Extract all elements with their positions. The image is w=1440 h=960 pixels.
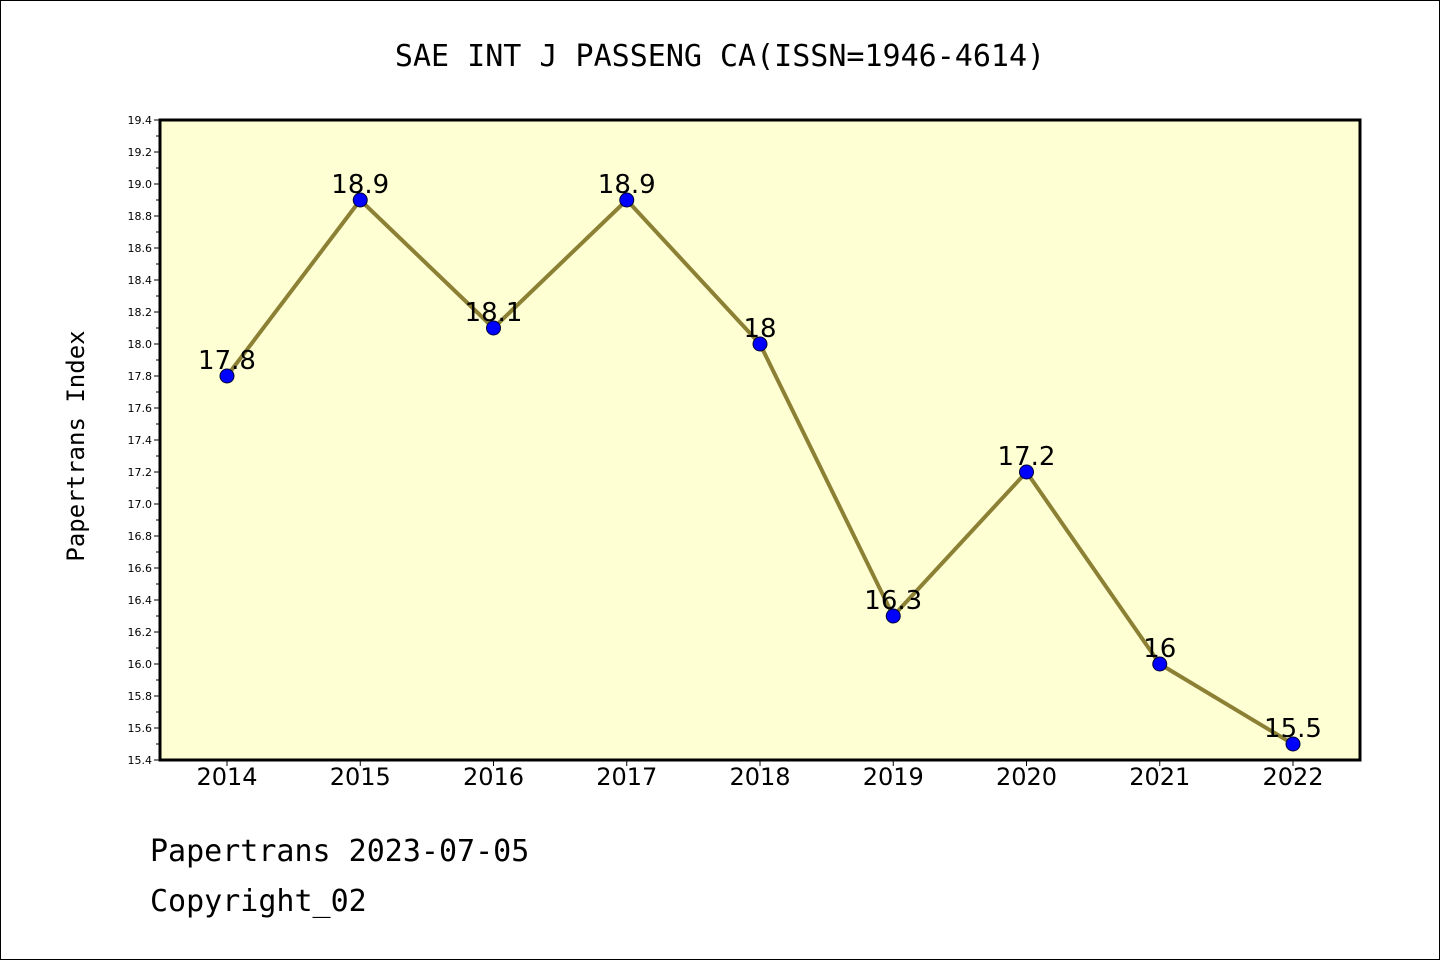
data-series: 17.8 18.9 18.1 18.9 18 16.3 17.2 16 15.5 <box>198 170 1322 752</box>
y-tick-label: 18.4 <box>128 274 153 287</box>
y-tick-label: 16.8 <box>128 530 153 543</box>
x-tick-label: 2022 <box>1262 763 1323 791</box>
y-tick-label: 16.4 <box>128 594 153 607</box>
y-tick-label: 17.8 <box>128 370 153 383</box>
y-axis-label: Papertrans Index <box>62 330 90 561</box>
data-point <box>486 320 501 336</box>
y-tick-label: 17.6 <box>128 402 153 415</box>
data-point <box>752 336 768 352</box>
y-tick-label: 16.2 <box>128 626 153 639</box>
data-label: 18.9 <box>598 170 656 200</box>
data-label: 17.2 <box>998 442 1056 472</box>
data-label: 17.8 <box>198 346 256 376</box>
data-label: 16 <box>1143 634 1176 664</box>
data-label: 15.5 <box>1264 714 1322 744</box>
data-label: 18.9 <box>331 170 389 200</box>
y-tick-label: 17.0 <box>128 498 153 511</box>
x-tick-label: 2021 <box>1129 763 1190 791</box>
plot-area <box>160 120 1360 760</box>
y-tick-label: 19.4 <box>128 114 153 127</box>
y-tick-label: 15.8 <box>128 690 153 703</box>
y-tick-label: 16.6 <box>128 562 153 575</box>
y-tick-label: 18.2 <box>128 306 153 319</box>
y-tick-label: 18.8 <box>128 210 153 223</box>
axis-ticks: 15.4 15.6 15.8 16.0 16.2 16.4 16.6 16.8 17.0 17.2… <box>128 114 1324 791</box>
chart-title: SAE INT J PASSENG CA(ISSN=1946-4614) <box>395 39 1045 74</box>
y-tick-label: 18.0 <box>128 338 153 351</box>
y-tick-label: 17.2 <box>128 466 153 479</box>
y-tick-label: 18.6 <box>128 242 153 255</box>
data-point <box>219 368 235 384</box>
y-tick-label: 15.6 <box>128 722 153 735</box>
x-tick-label: 2016 <box>463 763 524 791</box>
footer-copyright: Copyright_02 <box>150 884 367 919</box>
x-tick-label: 2017 <box>596 763 657 791</box>
y-tick-label: 19.2 <box>128 146 153 159</box>
x-tick-label: 2019 <box>863 763 924 791</box>
data-point <box>885 608 901 624</box>
y-tick-label: 15.4 <box>128 754 153 767</box>
y-tick-label: 17.4 <box>128 434 153 447</box>
x-tick-label: 2014 <box>196 763 257 791</box>
data-point <box>1285 736 1301 752</box>
data-point <box>1019 464 1034 480</box>
footer-date: Papertrans 2023-07-05 <box>150 834 530 869</box>
data-point <box>1152 656 1168 672</box>
x-tick-label: 2020 <box>996 763 1057 791</box>
plot-border <box>158 118 1362 762</box>
x-tick-label: 2015 <box>330 763 391 791</box>
x-tick-label: 2018 <box>729 763 790 791</box>
data-label: 16.3 <box>864 586 922 616</box>
data-label: 18 <box>743 314 776 344</box>
data-label: 18.1 <box>465 298 523 328</box>
data-point <box>619 192 635 208</box>
y-tick-label: 19.0 <box>128 178 153 191</box>
y-tick-label: 16.0 <box>128 658 153 671</box>
data-point <box>352 192 368 208</box>
